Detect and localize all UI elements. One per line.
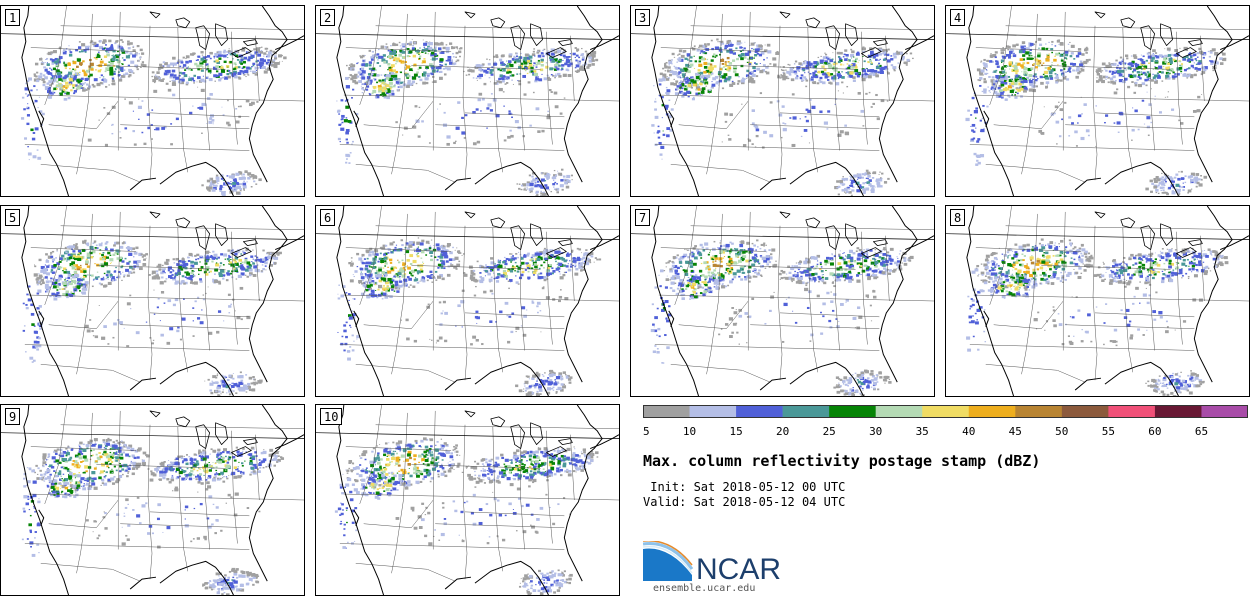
colorbar-tick-label: 30: [869, 425, 882, 438]
valid-time: Valid: Sat 2018-05-12 04 UTC: [643, 495, 846, 509]
member-label: 5: [5, 209, 21, 226]
reflectivity-map: [316, 405, 619, 595]
reflectivity-map: [631, 206, 934, 396]
colorbar-tick-label: 40: [962, 425, 975, 438]
member-label: 4: [950, 9, 966, 26]
legend-title: Max. column reflectivity postage stamp (…: [643, 452, 1041, 470]
logo-wordmark: NCAR: [696, 553, 781, 583]
colorbar-swatch: [1108, 405, 1156, 418]
colorbar-tick-label: 15: [729, 425, 742, 438]
ensemble-member-panel-2: 2: [315, 5, 620, 197]
colorbar-swatch: [1015, 405, 1063, 418]
colorbar-swatch: [736, 405, 783, 418]
colorbar-swatch: [968, 405, 1016, 418]
ensemble-member-panel-7: 7: [630, 205, 935, 397]
reflectivity-map: [1, 405, 304, 595]
reflectivity-map: [316, 6, 619, 196]
colorbar-swatch: [1061, 405, 1109, 418]
colorbar-tick-label: 20: [776, 425, 789, 438]
colorbar-swatch: [922, 405, 970, 418]
colorbar-swatch: [1154, 405, 1202, 418]
colorbar-tick-label: 50: [1055, 425, 1068, 438]
colorbar-tick-label: 35: [916, 425, 929, 438]
ensemble-member-panel-10: 10: [315, 404, 620, 596]
reflectivity-map: [631, 6, 934, 196]
colorbar-swatch: [1201, 405, 1248, 418]
ensemble-member-panel-6: 6: [315, 205, 620, 397]
colorbar-tick-label: 45: [1009, 425, 1022, 438]
colorbar-tick-label: 60: [1148, 425, 1161, 438]
reflectivity-map: [946, 206, 1249, 396]
member-label: 10: [320, 408, 343, 425]
site-url: ensemble.ucar.edu: [653, 583, 756, 594]
colorbar-tick-label: 5: [643, 425, 650, 438]
colorbar-tick-label: 55: [1102, 425, 1115, 438]
member-label: 3: [635, 9, 651, 26]
ncar-logo: NCAR: [643, 541, 781, 583]
member-label: 9: [5, 408, 21, 425]
member-label: 2: [320, 9, 336, 26]
colorbar-tick-label: 25: [823, 425, 836, 438]
member-label: 6: [320, 209, 336, 226]
reflectivity-colorbar: 5 10 15 20 25 30 35 40 45 50 55 60 65: [643, 405, 1248, 438]
reflectivity-map: [316, 206, 619, 396]
ensemble-member-panel-9: 9: [0, 404, 305, 596]
ensemble-member-panel-8: 8: [945, 205, 1250, 397]
ensemble-member-panel-3: 3: [630, 5, 935, 197]
init-time: Init: Sat 2018-05-12 00 UTC: [643, 480, 846, 494]
member-label: 7: [635, 209, 651, 226]
member-label: 1: [5, 9, 21, 26]
reflectivity-map: [946, 6, 1249, 196]
colorbar-swatch: [875, 405, 923, 418]
colorbar-swatch: [782, 405, 830, 418]
reflectivity-map: [1, 6, 304, 196]
reflectivity-map: [1, 206, 304, 396]
colorbar-tick-label: 10: [683, 425, 696, 438]
member-label: 8: [950, 209, 966, 226]
colorbar-tick-label: 65: [1195, 425, 1208, 438]
ensemble-member-panel-1: 1: [0, 5, 305, 197]
colorbar-swatch: [689, 405, 737, 418]
ensemble-member-panel-4: 4: [945, 5, 1250, 197]
ensemble-member-panel-5: 5: [0, 205, 305, 397]
colorbar-swatch: [643, 405, 690, 418]
colorbar-swatch: [829, 405, 876, 418]
